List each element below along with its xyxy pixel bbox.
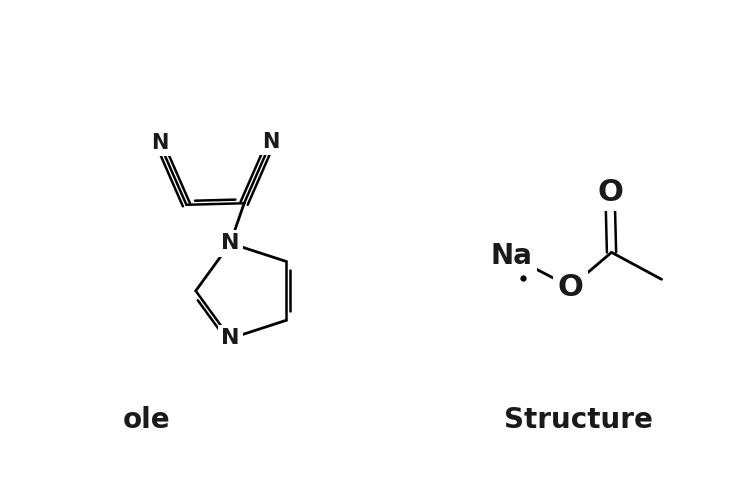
Text: Structure: Structure <box>504 406 652 434</box>
Text: N: N <box>221 328 239 348</box>
Text: O: O <box>597 178 623 207</box>
Text: N: N <box>221 233 239 253</box>
Text: N: N <box>151 133 168 153</box>
Text: N: N <box>262 132 280 152</box>
Text: O: O <box>558 272 584 301</box>
Text: Na: Na <box>490 242 532 270</box>
Text: ole: ole <box>122 406 170 434</box>
